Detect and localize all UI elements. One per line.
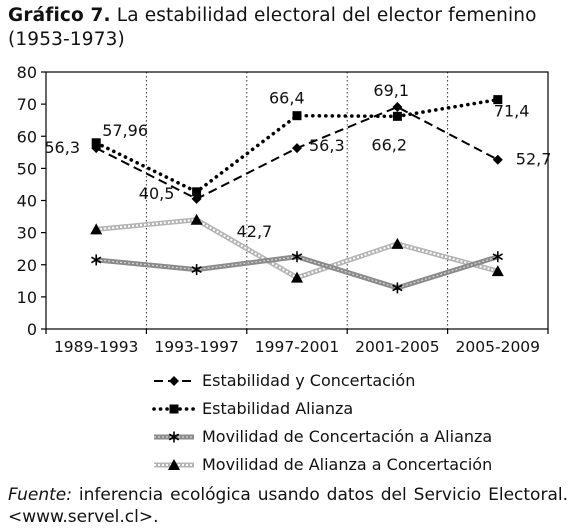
data-point-star — [492, 251, 503, 263]
data-label: 66,2 — [371, 135, 407, 154]
data-point-triangle — [391, 237, 404, 249]
chart-series — [90, 95, 504, 294]
x-tick-label: 2005-2009 — [456, 338, 541, 356]
source-text: inferencia ecológica usando datos del Se… — [8, 485, 568, 527]
legend-label: Estabilidad Alianza — [202, 399, 354, 418]
legend-marker-triangle — [168, 459, 180, 470]
data-label: 69,1 — [373, 81, 409, 100]
legend-marker-star — [168, 431, 180, 443]
chart-grid — [145, 72, 449, 329]
figure-title: Gráfico 7. La estabilidad electoral del … — [8, 4, 574, 52]
star-stroke — [91, 256, 102, 264]
source-label: Fuente: — [8, 485, 72, 505]
y-tick-label: 20 — [17, 256, 37, 275]
data-point-triangle — [291, 271, 303, 283]
data-point-triangle — [90, 223, 103, 235]
legend-label: Estabilidad y Concertación — [202, 371, 416, 390]
data-point-square — [91, 138, 101, 148]
legend-label: Movilidad de Alianza a Concertación — [202, 455, 493, 474]
data-point-diamond — [191, 193, 202, 204]
data-point-diamond — [392, 102, 403, 113]
y-tick-label: 40 — [17, 192, 37, 211]
data-point-diamond — [492, 154, 503, 165]
figure-title-text: La estabilidad electoral del elector fem… — [8, 5, 537, 50]
plot-frame — [45, 71, 549, 330]
data-point-square — [493, 95, 503, 105]
legend-swatch — [152, 404, 196, 414]
data-label: 52,7 — [516, 150, 552, 169]
data-point-star — [191, 264, 202, 276]
y-tick-label: 80 — [17, 63, 37, 82]
data-point-diamond — [292, 143, 302, 154]
series-line-path — [95, 217, 499, 281]
star-stroke — [168, 433, 180, 441]
star-stroke — [191, 266, 202, 274]
data-point-square — [392, 111, 402, 121]
y-tick-label: 60 — [17, 127, 37, 146]
figure-label: Gráfico 7. — [8, 5, 111, 26]
data-label: 66,4 — [269, 89, 305, 108]
series-3 — [90, 213, 504, 283]
line-chart: 0 10 20 30 40 50 60 70 80 1989-1993 1993-1997 1997-… — [17, 63, 552, 356]
star-stroke — [291, 253, 303, 261]
x-tick-label: 1997-2001 — [255, 338, 340, 356]
y-tick-label: 50 — [17, 159, 37, 178]
data-label: 56,3 — [44, 138, 80, 157]
y-tick-label: 0 — [27, 320, 37, 339]
data-label: 57,96 — [102, 121, 148, 140]
y-tick-label: 10 — [17, 288, 37, 307]
chart-axes: 0 10 20 30 40 50 60 70 80 1989-1993 1993-1997 1997-… — [17, 63, 549, 356]
y-tick-label: 30 — [17, 224, 37, 243]
x-tick-label: 1989-1993 — [54, 338, 139, 356]
y-tick-label: 70 — [17, 95, 37, 114]
figure-source: Fuente: inferencia ecológica usando dato… — [8, 484, 568, 528]
series-0 — [91, 102, 503, 204]
series-line — [94, 97, 500, 194]
data-point-triangle — [190, 213, 203, 225]
data-label: 40,5 — [139, 184, 175, 203]
legend-label: Movilidad de Concertación a Alianza — [202, 427, 493, 446]
series-line — [95, 217, 499, 281]
series-2 — [91, 251, 503, 294]
series-line-path — [94, 97, 500, 194]
data-label: 56,3 — [309, 136, 345, 155]
data-label: 71,4 — [494, 102, 530, 121]
data-point-square — [192, 187, 202, 197]
star-stroke — [492, 253, 503, 261]
data-point-square — [292, 111, 302, 121]
legend-swatch — [154, 376, 194, 386]
series-line-texture — [96, 218, 499, 279]
chart-data-labels: 56,3 40,5 56,3 69,1 52,7 57,96 42,7 66,4 66,2 71,… — [44, 81, 551, 241]
data-point-star — [392, 282, 403, 294]
data-point-triangle — [491, 265, 504, 277]
data-point-star — [91, 254, 102, 266]
x-tick-label: 2001-2005 — [355, 338, 440, 356]
legend-marker-square — [169, 404, 179, 414]
legend-swatch — [154, 431, 194, 443]
x-tick-label: 1993-1997 — [154, 338, 239, 356]
legend-marker-diamond — [169, 376, 179, 386]
data-point-star — [291, 251, 303, 263]
legend-swatch — [154, 459, 194, 470]
data-label: 42,7 — [237, 222, 273, 241]
series-1 — [91, 95, 503, 197]
star-stroke — [392, 284, 403, 292]
